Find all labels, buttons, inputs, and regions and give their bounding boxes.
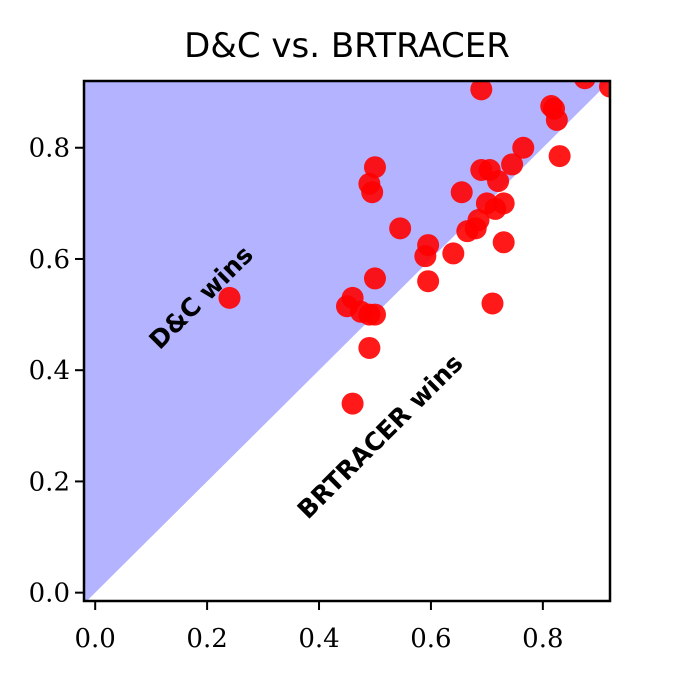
data-point [361,181,384,204]
data-point [512,136,535,159]
data-point [574,81,596,90]
data-point [389,217,412,240]
data-point [599,81,610,98]
data-point [501,153,524,176]
data-point [417,234,440,257]
y-tick-label: 0.8 [29,134,70,164]
data-point [487,170,510,193]
y-tick-label: 0.2 [29,467,70,497]
plot-area [84,81,610,601]
data-point [470,81,493,101]
x-tick-label: 0.6 [410,624,451,654]
data-point [492,231,515,254]
y-tick-label: 0.4 [29,356,70,386]
data-point [218,286,241,309]
chart-title: D&C vs. BRTRACER [184,26,510,66]
data-point [481,292,504,315]
y-axis: 0.0 0.2 0.4 0.6 0.8 [29,134,84,609]
data-point [417,270,440,293]
y-tick-label: 0.0 [29,579,70,609]
data-point [341,392,364,415]
x-tick-label: 0.2 [186,624,227,654]
data-point [492,192,515,215]
brtracer-wins-label: BRTRACER wins [292,348,469,524]
data-point [450,181,473,204]
x-tick-label: 0.0 [75,624,116,654]
plot-frame [82,79,612,603]
data-point [363,267,386,290]
y-tick-label: 0.6 [29,245,70,275]
data-points [218,81,610,415]
x-axis: 0.0 0.2 0.4 0.6 0.8 [75,601,564,654]
data-point [442,242,465,265]
data-point [467,209,490,232]
data-point [548,145,571,168]
data-point [363,303,386,326]
data-point [545,108,568,131]
data-point [363,156,386,179]
data-point [358,336,381,359]
x-tick-label: 0.8 [522,624,563,654]
x-tick-label: 0.4 [298,624,339,654]
